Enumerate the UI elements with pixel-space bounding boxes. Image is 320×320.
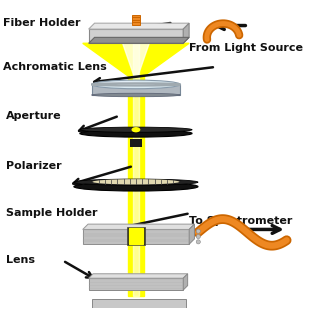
Ellipse shape xyxy=(92,179,180,184)
FancyBboxPatch shape xyxy=(92,84,180,95)
Polygon shape xyxy=(89,23,189,29)
Polygon shape xyxy=(89,274,188,278)
Polygon shape xyxy=(83,224,195,229)
Polygon shape xyxy=(183,23,189,43)
Bar xyxy=(128,43,144,296)
Bar xyxy=(130,139,142,147)
Polygon shape xyxy=(89,37,189,43)
Circle shape xyxy=(196,235,200,239)
Bar xyxy=(132,17,140,18)
Ellipse shape xyxy=(92,93,180,97)
FancyBboxPatch shape xyxy=(92,299,186,308)
Circle shape xyxy=(196,229,200,233)
Circle shape xyxy=(196,240,200,244)
Ellipse shape xyxy=(74,179,198,185)
Text: To Spectrometer: To Spectrometer xyxy=(189,216,292,226)
FancyBboxPatch shape xyxy=(89,29,183,43)
FancyBboxPatch shape xyxy=(89,278,183,290)
Ellipse shape xyxy=(74,182,198,191)
Ellipse shape xyxy=(80,127,192,132)
Ellipse shape xyxy=(101,82,150,86)
Ellipse shape xyxy=(132,127,140,132)
Text: Achromatic Lens: Achromatic Lens xyxy=(3,62,107,72)
FancyBboxPatch shape xyxy=(127,227,145,245)
Text: Aperture: Aperture xyxy=(6,111,61,121)
Text: Lens: Lens xyxy=(6,255,35,266)
Text: From Light Source: From Light Source xyxy=(189,43,303,53)
Polygon shape xyxy=(123,43,149,76)
Polygon shape xyxy=(183,274,188,290)
Text: Fiber Holder: Fiber Holder xyxy=(3,18,80,28)
Bar xyxy=(129,228,143,244)
Ellipse shape xyxy=(92,80,180,89)
FancyBboxPatch shape xyxy=(83,229,189,244)
Text: Sample Holder: Sample Holder xyxy=(6,208,97,218)
Bar xyxy=(132,22,140,23)
Ellipse shape xyxy=(80,130,192,137)
Polygon shape xyxy=(189,224,195,244)
Polygon shape xyxy=(83,43,189,76)
Text: Polarizer: Polarizer xyxy=(6,161,61,171)
Bar xyxy=(133,43,139,296)
FancyBboxPatch shape xyxy=(132,15,140,25)
